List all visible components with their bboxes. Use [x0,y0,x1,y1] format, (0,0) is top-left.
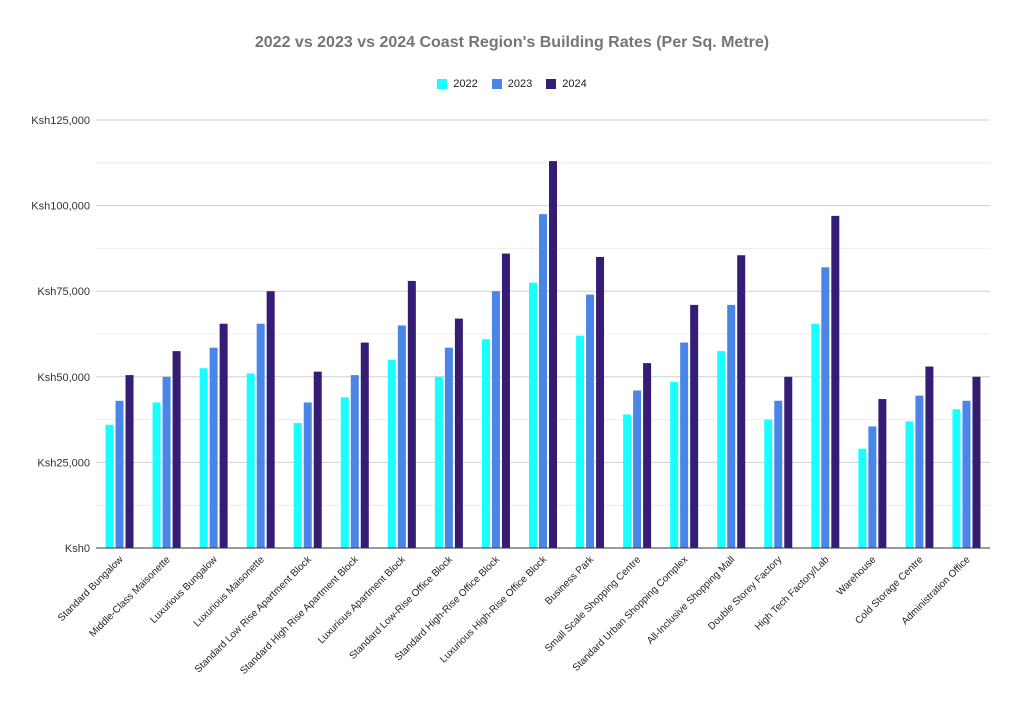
bar-2022 [952,409,961,548]
bar-2024 [784,376,793,548]
x-tick-label: All-Inclusive Shopping Mall [645,554,737,646]
bar-2023 [256,323,265,548]
bar-2024 [266,291,275,548]
bar-2022 [717,351,726,548]
bar-2023 [115,400,124,548]
bar-2023 [821,267,830,548]
x-tick-label: Standard Low-Rise Office Block [348,554,456,662]
bar-2022 [811,323,820,548]
y-tick-label: Ksh0 [65,543,90,555]
bar-2022 [858,448,867,548]
bar-2024 [360,342,369,548]
y-tick-label: Ksh50,000 [37,372,90,384]
y-tick-label: Ksh75,000 [37,286,90,298]
legend-swatch-2023 [491,79,502,89]
bar-2023 [868,426,877,548]
legend-swatch-2024 [546,79,557,89]
bar-2023 [633,390,642,548]
bar-2022 [670,381,679,548]
bar-2022 [434,376,443,548]
bar-2022 [529,282,537,548]
bar-2022 [246,373,255,548]
chart-title: 2022 vs 2023 vs 2024 Coast Region's Buil… [254,34,770,51]
bar-2024 [972,376,981,548]
legend-label-2022: 2022 [453,78,478,90]
legend-item-2024: 2024 [546,78,587,90]
bar-2023 [162,376,171,548]
bar-2024 [501,253,510,548]
bar-2022 [387,359,396,548]
bar-2022 [340,397,349,548]
bar-2023 [209,347,218,548]
bar-2022 [152,402,161,548]
bar-2022 [576,335,585,548]
bar-2023 [680,342,689,548]
bar-2023 [491,291,500,548]
bar-2024 [125,375,134,548]
x-tick-label: Luxurious High-Rise Office Block [438,554,550,666]
bar-2023 [915,395,924,548]
bar-2023 [350,375,359,548]
x-tick-label: Business Park [543,554,597,608]
bar-2023 [727,304,736,548]
bar-2024 [690,304,699,548]
x-tick-label: Small Scale Shopping Centre [543,554,643,654]
bar-2023 [774,400,783,548]
legend-label-2024: 2024 [562,78,587,90]
bar-2024 [549,161,557,548]
y-tick-label: Ksh125,000 [31,115,90,127]
legend-item-2022: 2022 [437,78,478,90]
legend: 2022 2023 2024 [0,78,1024,90]
legend-swatch-2022 [437,79,448,89]
bar-2023 [962,400,971,548]
bar-2024 [219,323,228,548]
bar-2024 [407,280,416,548]
bar-2022 [905,421,914,548]
bar-2023 [586,294,595,548]
bar-2024 [172,351,181,548]
bar-2023 [444,347,453,548]
bar-2024 [878,399,887,548]
bar-2024 [313,371,322,548]
bar-2022 [199,368,208,548]
bar-2024 [831,215,840,548]
bar-2023 [303,402,312,548]
bar-2024 [737,255,746,549]
bar-2022 [623,414,632,548]
bar-2022 [764,419,773,548]
bar-2023 [539,214,547,548]
y-tick-label: Ksh25,000 [37,457,90,469]
bar-2023 [397,325,406,548]
y-tick-label: Ksh100,000 [31,201,90,213]
bar-2022 [105,424,114,548]
bar-2024 [454,318,463,548]
bar-2024 [925,366,934,548]
bar-2022 [481,339,490,548]
bar-2024 [643,363,652,548]
x-tick-label: Warehouse [835,554,879,598]
x-tick-label: Middle-Class Maisonette [87,554,173,640]
legend-label-2023: 2023 [507,78,533,90]
bar-2022 [293,423,302,548]
bar-2024 [596,256,605,548]
legend-item-2023: 2023 [491,78,533,90]
x-tick-label: Luxurious Apartment Block [316,554,409,647]
